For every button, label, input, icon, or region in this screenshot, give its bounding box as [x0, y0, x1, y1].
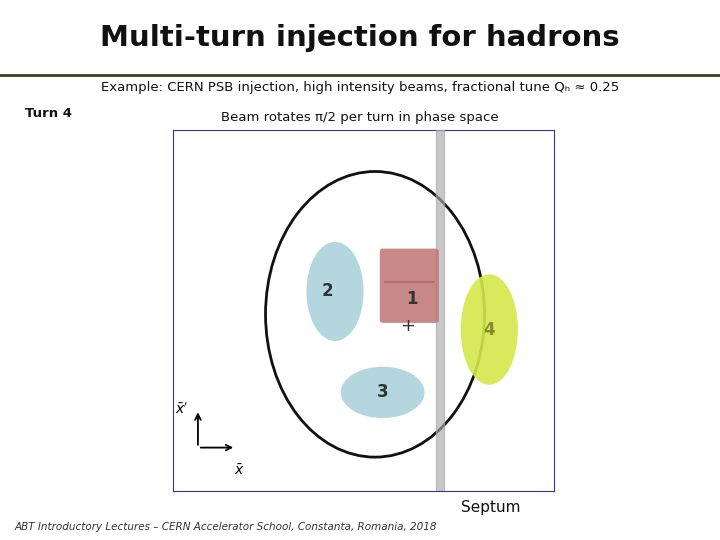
Text: Beam rotates π/2 per turn in phase space: Beam rotates π/2 per turn in phase space: [221, 111, 499, 124]
Text: 2: 2: [322, 282, 333, 300]
Text: +: +: [400, 317, 415, 335]
Text: Multi-turn injection for hadrons: Multi-turn injection for hadrons: [100, 24, 620, 52]
Text: Turn 4: Turn 4: [25, 107, 72, 120]
Bar: [436, 130, 444, 491]
Ellipse shape: [307, 242, 364, 341]
Text: $\bar{x}$: $\bar{x}$: [235, 463, 246, 478]
Text: 4: 4: [483, 321, 495, 339]
Ellipse shape: [341, 367, 425, 418]
Text: 3: 3: [377, 383, 389, 401]
FancyBboxPatch shape: [379, 248, 438, 323]
Text: $\bar{x}'$: $\bar{x}'$: [175, 402, 189, 417]
Text: ABT Introductory Lectures – CERN Accelerator School, Constanta, Romania, 2018: ABT Introductory Lectures – CERN Acceler…: [14, 522, 437, 531]
Ellipse shape: [461, 274, 518, 385]
Text: 1: 1: [406, 291, 418, 308]
Text: Septum: Septum: [461, 500, 520, 515]
Text: Example: CERN PSB injection, high intensity beams, fractional tune Qₕ ≈ 0.25: Example: CERN PSB injection, high intens…: [101, 81, 619, 94]
